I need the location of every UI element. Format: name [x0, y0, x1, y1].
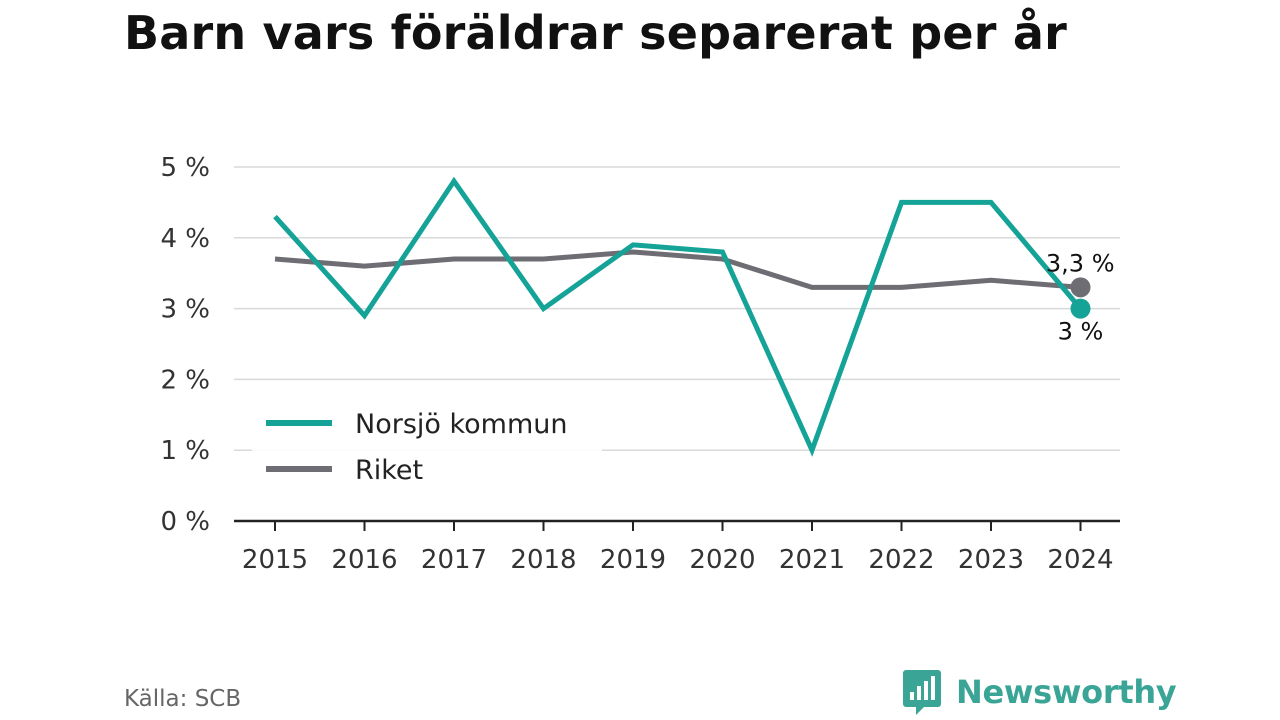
- legend-background: [252, 398, 602, 490]
- y-tick-label: 1 %: [160, 436, 210, 466]
- x-tick-label: 2018: [510, 545, 576, 575]
- legend-label: Riket: [355, 455, 423, 486]
- chart-title: Barn vars föräldrar separerat per år: [124, 6, 1068, 60]
- x-tick-label: 2024: [1047, 545, 1113, 575]
- x-tick-label: 2021: [779, 545, 845, 575]
- x-tick-label: 2015: [242, 545, 308, 575]
- x-tick-label: 2019: [600, 545, 666, 575]
- newsworthy-logo-icon: [903, 670, 941, 715]
- y-tick-label: 0 %: [160, 507, 210, 537]
- x-tick-label: 2023: [958, 545, 1024, 575]
- series-line-norsjo: [273, 176, 1083, 457]
- end-label-norsjo: 3 %: [1058, 318, 1104, 346]
- legend: Norsjö kommun Riket: [252, 398, 602, 490]
- source-note: Källa: SCB: [124, 686, 242, 712]
- x-tick-label: 2017: [421, 545, 487, 575]
- legend-label: Norsjö kommun: [355, 409, 568, 440]
- series-line-riket: [274, 249, 1081, 290]
- end-label-riket: 3,3 %: [1046, 249, 1115, 277]
- x-tick-label: 2016: [331, 545, 397, 575]
- end-labels: 3,3 % 3 %: [1046, 249, 1115, 345]
- brand-logo: Newsworthy: [902, 668, 1177, 716]
- series-lines: [273, 176, 1083, 457]
- y-tick-label: 5 %: [160, 153, 210, 183]
- y-tick-label: 4 %: [160, 224, 210, 254]
- brand-name: Newsworthy: [956, 673, 1177, 711]
- x-tick-label: 2022: [868, 545, 934, 575]
- y-tick-label: 2 %: [160, 365, 210, 395]
- x-axis-ticks: 2015 2016 2017 2018 2019 2020 2021 2022 2023 2024: [242, 521, 1114, 575]
- y-tick-label: 3 %: [160, 295, 210, 325]
- end-point-norsjo: [1070, 298, 1091, 319]
- end-point-riket: [1070, 277, 1091, 298]
- y-axis-ticks: 0 % 1 % 2 % 3 % 4 % 5 %: [160, 153, 210, 537]
- x-tick-label: 2020: [689, 545, 755, 575]
